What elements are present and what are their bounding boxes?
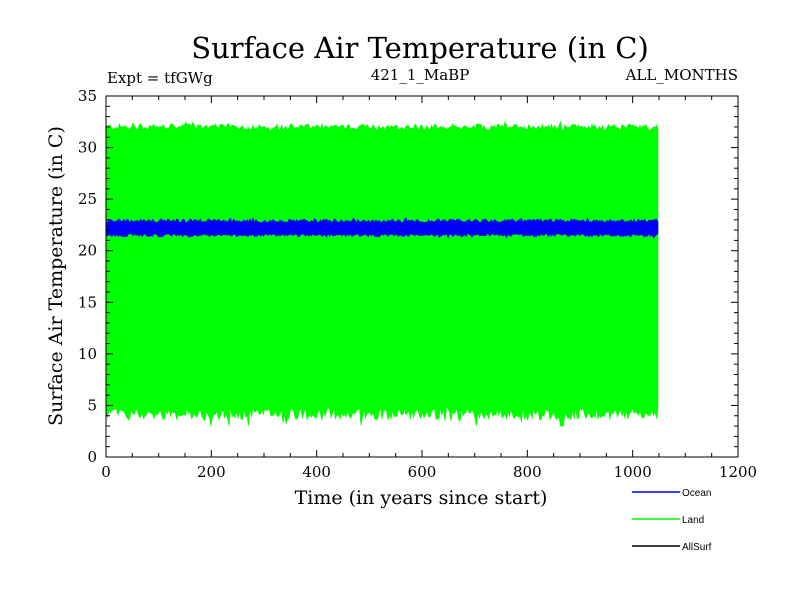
y-tick-label: 30 xyxy=(78,139,97,157)
y-tick-label: 20 xyxy=(78,242,97,260)
x-tick-label: 0 xyxy=(101,463,111,481)
x-tick-label: 800 xyxy=(513,463,542,481)
x-tick-label: 400 xyxy=(302,463,331,481)
y-axis-label: Surface Air Temperature (in C) xyxy=(45,126,67,426)
y-tick-label: 5 xyxy=(87,396,97,414)
x-tick-label: 1000 xyxy=(614,463,652,481)
y-tick-label: 15 xyxy=(78,293,97,311)
legend-label-ocean: Ocean xyxy=(682,488,711,499)
subtitle-months: ALL_MONTHS xyxy=(625,66,738,84)
legend-label-allsurf: AllSurf xyxy=(682,542,712,553)
legend-label-land: Land xyxy=(682,515,704,526)
series-band-land xyxy=(105,120,659,427)
plot-content xyxy=(105,120,659,427)
y-tick-label: 35 xyxy=(78,87,97,105)
chart-title: Surface Air Temperature (in C) xyxy=(191,31,649,65)
subtitle-experiment: Expt = tfGWg xyxy=(107,69,213,87)
y-tick-label: 0 xyxy=(87,448,97,466)
x-tick-label: 1200 xyxy=(719,463,757,481)
x-tick-label: 600 xyxy=(408,463,437,481)
x-axis-label: Time (in years since start) xyxy=(295,487,548,509)
y-tick-label: 10 xyxy=(78,345,97,363)
x-tick-label: 200 xyxy=(197,463,226,481)
subtitle-period: 421_1_MaBP xyxy=(371,66,470,84)
axes: 0 200 400 600 800 1000 1200 0 5 10 15 20 25 30 35 xyxy=(78,87,757,481)
series-band-ocean xyxy=(105,216,659,239)
y-tick-label: 25 xyxy=(78,190,97,208)
legend: Ocean Land AllSurf xyxy=(632,488,712,553)
